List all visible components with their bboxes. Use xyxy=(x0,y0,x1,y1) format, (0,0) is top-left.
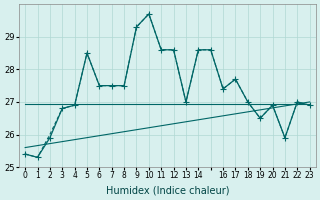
X-axis label: Humidex (Indice chaleur): Humidex (Indice chaleur) xyxy=(106,186,229,196)
